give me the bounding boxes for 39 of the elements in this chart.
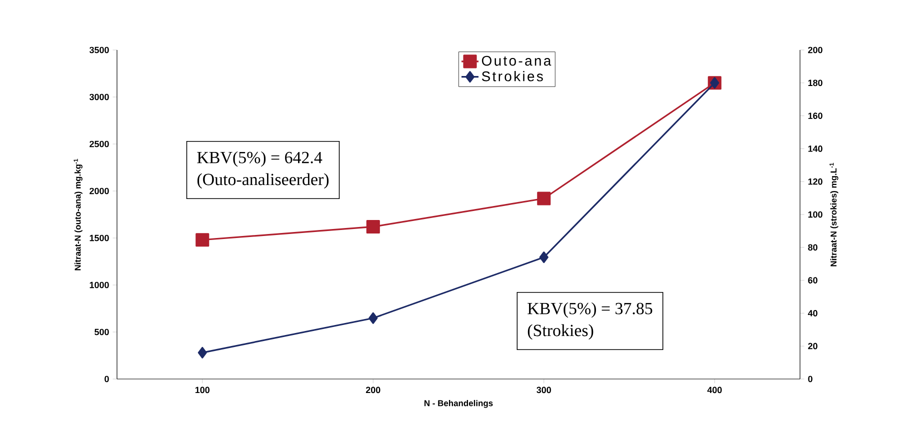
y2-tick-label: 120 (808, 178, 822, 185)
y2-tick-label: 140 (808, 146, 822, 152)
y2-tick-label: 100 (808, 211, 822, 218)
y-tick-label: 2000 (90, 188, 109, 194)
y-tick-label: 500 (94, 328, 109, 336)
legend-label: Strokies (482, 71, 543, 82)
x-tick-label: 200 (366, 386, 380, 394)
point (539, 251, 548, 264)
annotation: KBV(5%) = 37.85 (528, 302, 652, 318)
y2-tick-label: 60 (808, 277, 818, 284)
point (198, 346, 207, 358)
x-tick-label: 400 (707, 386, 722, 394)
y-tick-label: 2500 (90, 140, 109, 148)
y2-tick-label: 0 (808, 376, 812, 382)
point (196, 233, 210, 247)
annotation: (Strokies) (528, 324, 594, 340)
y2-axis-title: Nitraat-N (strokies) mg.L$^{-1}$ (830, 162, 838, 266)
annotation: (Outo-analiseerder) (197, 173, 329, 189)
x-tick-label: 100 (195, 386, 210, 394)
point (368, 312, 378, 324)
x-tick-label: 300 (536, 386, 551, 394)
point (537, 192, 551, 206)
point (366, 220, 380, 234)
y-tick-label: 3000 (89, 94, 109, 100)
y-tick-label: 3500 (89, 46, 109, 54)
y-tick-label: 1000 (90, 282, 109, 288)
y2-tick-label: 80 (808, 244, 818, 251)
legend-label: Outo-ana (482, 56, 552, 66)
y-tick-label: 0 (104, 376, 109, 382)
x-axis-title: N - Behandelings (424, 400, 493, 408)
y2-tick-label: 180 (808, 80, 822, 86)
y2-tick-label: 40 (808, 310, 818, 316)
y2-tick-label: 20 (808, 342, 818, 350)
y-tick-label: 1500 (90, 234, 109, 242)
annotation: KBV(5%) = 642.4 (197, 151, 322, 167)
y2-tick-label: 160 (808, 112, 822, 119)
point (710, 77, 720, 89)
y-axis-title: Nitraat-N (outo-ana) mg.kg$^{-1}$ (74, 158, 82, 270)
y2-tick-label: 200 (808, 46, 822, 54)
